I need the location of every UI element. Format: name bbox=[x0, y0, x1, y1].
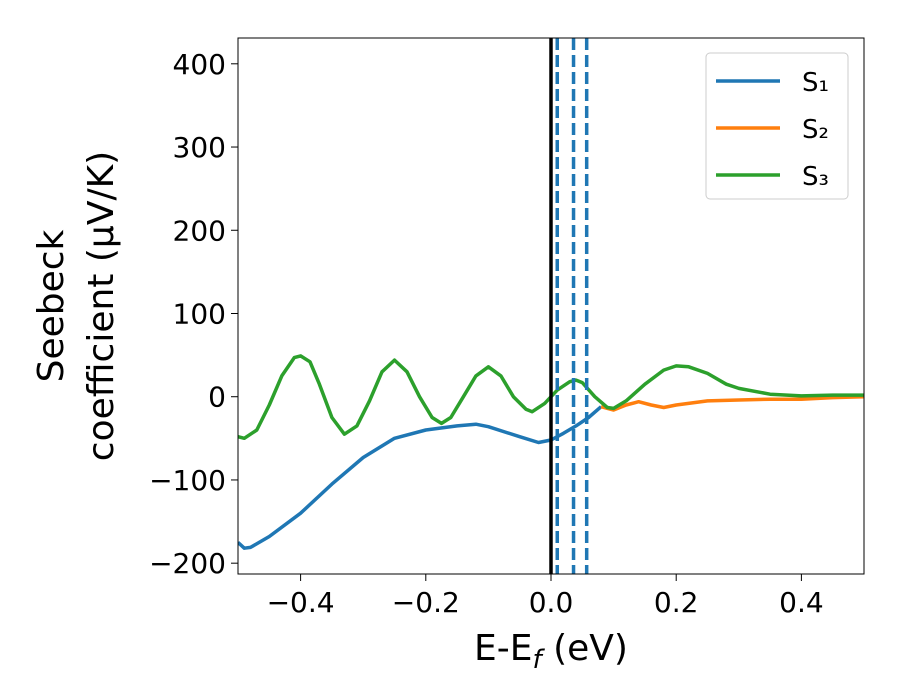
series-line bbox=[600, 394, 864, 412]
legend-label: S₂ bbox=[802, 115, 829, 145]
y-tick-label: 400 bbox=[173, 48, 226, 81]
x-label-main: E-E bbox=[474, 628, 532, 669]
plot-area bbox=[238, 38, 864, 574]
y-tick-label: 300 bbox=[173, 131, 226, 164]
x-tick-label: 0.0 bbox=[529, 586, 574, 619]
legend: S₁ S₂ S₃ bbox=[705, 52, 849, 200]
x-label-tail: (eV) bbox=[542, 628, 628, 669]
x-tick-label: −0.4 bbox=[267, 586, 335, 619]
x-tick-label: 0.2 bbox=[654, 586, 699, 619]
y-tick-label: 200 bbox=[173, 214, 226, 247]
y-tick-label: −100 bbox=[149, 464, 226, 497]
x-tick-label: −0.2 bbox=[392, 586, 460, 619]
y-tick-label: 0 bbox=[208, 381, 226, 414]
legend-label: S₁ bbox=[802, 68, 829, 98]
legend-box bbox=[705, 52, 849, 200]
y-tick-label: −200 bbox=[149, 547, 226, 580]
x-axis-label: E-Ef (eV) bbox=[474, 628, 628, 675]
legend-label: S₃ bbox=[802, 162, 829, 192]
y-tick-label: 100 bbox=[173, 297, 226, 330]
x-tick-label: 0.4 bbox=[779, 586, 824, 619]
series-line bbox=[238, 354, 864, 441]
axes-frame bbox=[237, 37, 865, 575]
y-axis-label-1: Seebeck bbox=[31, 229, 72, 382]
y-axis-label-2: coefficient (μV/K) bbox=[81, 151, 122, 461]
series-line bbox=[238, 405, 603, 550]
